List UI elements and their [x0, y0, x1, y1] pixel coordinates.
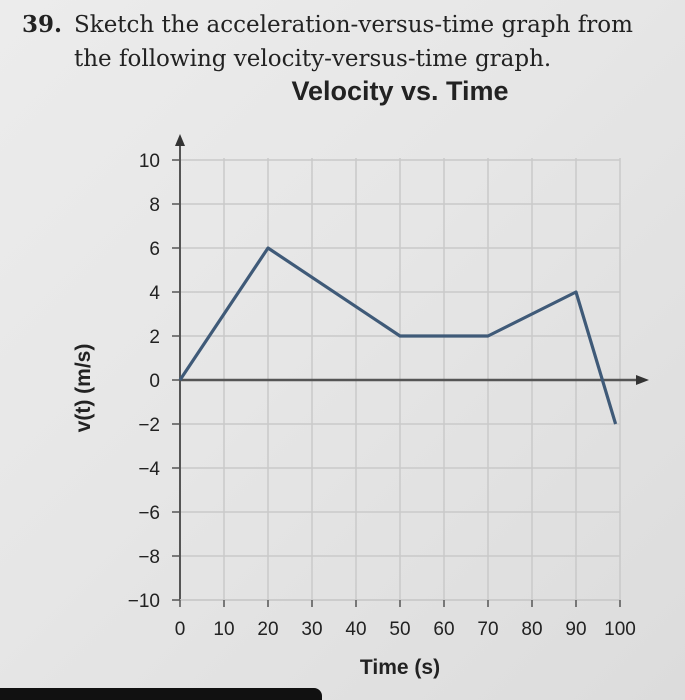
- y-tick-label: 2: [149, 327, 160, 348]
- problem-text-line1: Sketch the acceleration-versus-time grap…: [74, 12, 633, 38]
- y-tick-label: 4: [149, 283, 160, 304]
- velocity-line: [178, 246, 618, 425]
- chart-series: [178, 246, 618, 425]
- x-tick-label: 90: [565, 619, 586, 640]
- y-tick-label: −2: [138, 415, 160, 436]
- chart-title: Velocity vs. Time: [291, 76, 509, 106]
- y-tick-label: −10: [128, 591, 160, 612]
- x-tick-label: 40: [345, 619, 366, 640]
- x-tick-label: 50: [389, 619, 410, 640]
- y-tick-label: 6: [149, 239, 160, 260]
- x-tick-label: 70: [477, 619, 498, 640]
- x-tick-label: 20: [257, 619, 278, 640]
- problem-number: 39.: [22, 11, 63, 38]
- problem-text-line2: the following velocity-versus-time graph…: [74, 46, 552, 72]
- x-axis-label: Time (s): [359, 656, 441, 679]
- y-tick-label: −6: [138, 503, 160, 524]
- bottom-bar: [0, 688, 322, 700]
- y-tick-label: 0: [149, 371, 160, 392]
- problem-statement: 39. Sketch the acceleration-versus-time g…: [22, 8, 672, 76]
- y-tick-label: 10: [139, 151, 160, 172]
- x-tick-label: 0: [175, 619, 186, 640]
- y-tick-label: 8: [149, 195, 160, 216]
- x-tick-label: 80: [521, 619, 542, 640]
- x-tick-label: 10: [213, 619, 234, 640]
- y-tick-label: −8: [138, 547, 160, 568]
- x-axis-arrow: [636, 375, 649, 385]
- x-tick-label: 30: [301, 619, 322, 640]
- x-tick-label: 60: [433, 619, 454, 640]
- y-axis-label: v(t) (m/s): [72, 343, 95, 433]
- y-tick-label: −4: [138, 459, 160, 480]
- y-axis-arrow: [175, 134, 185, 146]
- x-tick-label: 100: [604, 619, 636, 640]
